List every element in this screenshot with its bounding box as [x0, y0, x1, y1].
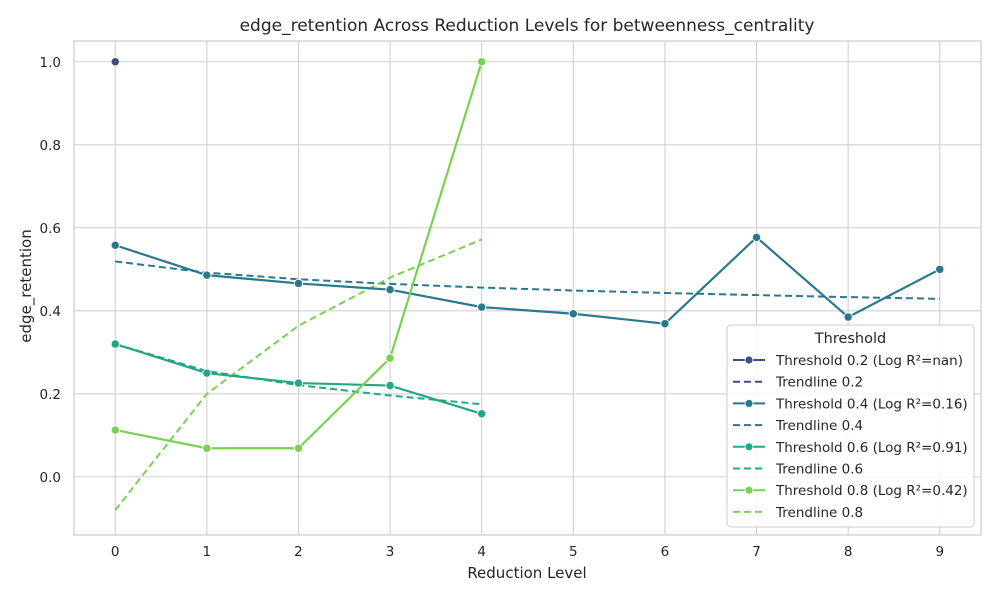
x-tick-label: 5 — [569, 544, 578, 560]
data-point — [293, 443, 304, 453]
chart-title: edge_retention Across Reduction Levels f… — [240, 16, 815, 36]
legend-entry-label: Threshold 0.6 (Log R²=0.91) — [775, 440, 968, 456]
legend-entry-label: Trendline 0.6 — [775, 462, 863, 478]
data-point — [385, 285, 395, 295]
trendline — [114, 238, 483, 511]
data-point — [202, 368, 212, 378]
data-point — [293, 378, 304, 388]
legend-box — [726, 324, 975, 528]
legend-entry-label: Threshold 0.2 (Log R²=nan) — [775, 353, 963, 369]
data-point — [477, 57, 487, 67]
x-tick-label: 3 — [386, 544, 395, 560]
data-point — [477, 302, 487, 312]
data-point — [202, 270, 212, 280]
legend-entry-label: Trendline 0.2 — [775, 375, 863, 391]
data-point — [751, 232, 762, 243]
legend-entry-label: Threshold 0.8 (Log R²=0.42) — [775, 483, 968, 499]
data-point — [293, 278, 304, 289]
x-tick-label: 7 — [752, 544, 761, 560]
data-point — [385, 380, 395, 391]
y-axis-label: edge_retention — [17, 229, 36, 342]
data-point — [660, 319, 670, 329]
legend-title: Threshold — [814, 331, 886, 347]
y-tick-label: 1.0 — [40, 55, 61, 71]
series-line — [114, 235, 941, 325]
plot-series — [110, 57, 945, 511]
y-tick-label: 0.6 — [40, 221, 61, 237]
legend-entry-label: Trendline 0.4 — [775, 418, 863, 434]
legend: Threshold Threshold 0.2 (Log R²=nan) Trend… — [726, 324, 975, 528]
x-tick-label: 1 — [203, 544, 212, 560]
data-point — [110, 57, 120, 67]
x-tick-label: 8 — [844, 544, 853, 560]
data-point — [202, 443, 212, 453]
x-tick-label: 0 — [111, 544, 120, 560]
y-tick-label: 0.8 — [40, 138, 61, 154]
data-point — [110, 339, 120, 349]
data-point — [110, 425, 120, 435]
y-tick-label: 0.0 — [40, 470, 61, 486]
x-tick-label: 9 — [935, 544, 944, 560]
legend-entry-label: Trendline 0.8 — [775, 505, 863, 521]
legend-swatch-marker — [744, 398, 754, 408]
x-axis-label: Reduction Level — [467, 564, 586, 582]
data-point — [477, 409, 487, 419]
legend-swatch-marker — [744, 442, 754, 452]
plot-frame — [73, 40, 982, 536]
data-point — [568, 309, 578, 319]
data-point — [385, 353, 395, 363]
data-point — [110, 240, 120, 250]
y-tick-label: 0.4 — [40, 304, 61, 320]
x-tick-label: 6 — [661, 544, 670, 560]
x-tick-label: 4 — [477, 544, 486, 560]
data-point — [935, 264, 945, 274]
data-point — [843, 312, 853, 322]
x-tick-label: 2 — [294, 544, 303, 560]
y-tick-label: 0.2 — [40, 387, 61, 403]
legend-entry-label: Threshold 0.4 (Log R²=0.16) — [775, 396, 968, 412]
tick-labels: 0 1 2 3 4 5 6 7 8 9 0.0 0.2 0.4 0.6 0.8 1.0 — [40, 55, 945, 560]
legend-swatch-marker — [744, 355, 754, 365]
legend-swatch-marker — [744, 485, 754, 495]
trendline — [115, 260, 940, 300]
